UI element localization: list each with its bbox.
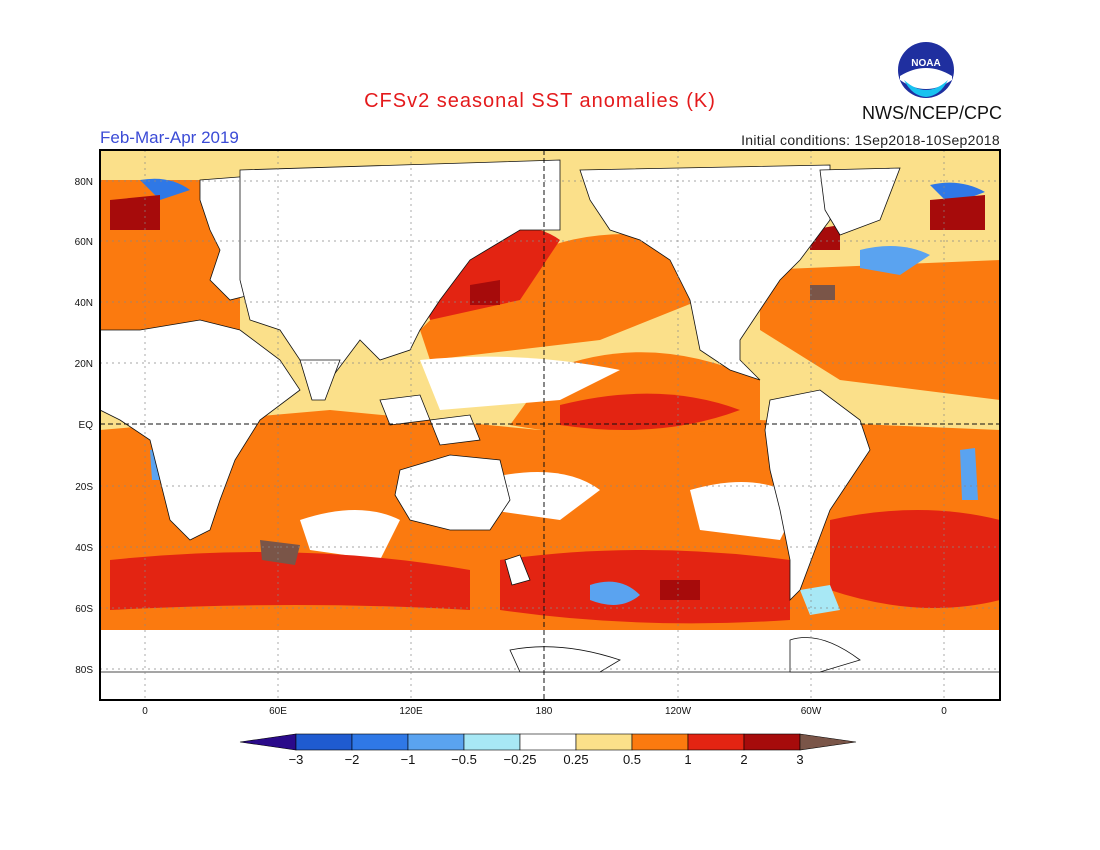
lat-label: 40N bbox=[75, 298, 93, 309]
colorbar-label: −0.5 bbox=[451, 752, 477, 767]
anomaly-field bbox=[100, 150, 1000, 700]
lat-label: 80S bbox=[75, 665, 93, 676]
colorbar-swatch bbox=[407, 733, 465, 751]
colorbar-min-arrow bbox=[239, 733, 297, 751]
lat-label: 20S bbox=[75, 482, 93, 493]
landmass-group bbox=[100, 159, 1000, 700]
lon-label: 0 bbox=[941, 706, 947, 717]
lat-axis: 80N 60N 40N 20N EQ 20S 40S 60S 80S bbox=[75, 177, 94, 676]
lat-label: 80N bbox=[75, 177, 93, 188]
colorbar-swatch bbox=[519, 733, 577, 751]
colorbar-swatch bbox=[295, 733, 353, 751]
gridlines bbox=[100, 150, 1000, 700]
lon-axis: 0 60E 120E 180 120W 60W 0 bbox=[142, 706, 947, 717]
colorbar-label: 0.5 bbox=[623, 752, 641, 767]
lat-label: 40S bbox=[75, 543, 93, 554]
colorbar-label: 1 bbox=[684, 752, 691, 767]
lat-label: 60S bbox=[75, 604, 93, 615]
colorbar-swatch bbox=[463, 733, 521, 751]
lat-label: 20N bbox=[75, 359, 93, 370]
lon-label: 120W bbox=[665, 706, 692, 717]
colorbar-label: −2 bbox=[345, 752, 360, 767]
map-title: CFSv2 seasonal SST anomalies (K) bbox=[364, 90, 716, 112]
colorbar-label: 3 bbox=[796, 752, 803, 767]
colorbar-swatch bbox=[631, 733, 689, 751]
colorbar-swatch bbox=[351, 733, 409, 751]
colorbar-swatch bbox=[575, 733, 633, 751]
lat-label: 60N bbox=[75, 237, 93, 248]
colorbar-label: −0.25 bbox=[504, 752, 537, 767]
colorbar-swatch bbox=[743, 733, 801, 751]
colorbar-label: 0.25 bbox=[563, 752, 588, 767]
forecast-period: Feb-Mar-Apr 2019 bbox=[100, 128, 239, 147]
colorbar-swatch bbox=[687, 733, 745, 751]
lon-label: 0 bbox=[142, 706, 148, 717]
agency-label: NWS/NCEP/CPC bbox=[861, 103, 1002, 123]
lat-label: EQ bbox=[79, 420, 94, 431]
lon-label: 60W bbox=[801, 706, 822, 717]
colorbar-label: −1 bbox=[401, 752, 416, 767]
equator-dateline bbox=[100, 150, 1000, 700]
colorbar-label: 2 bbox=[740, 752, 747, 767]
lon-label: 60E bbox=[269, 706, 287, 717]
colorbar-label: −3 bbox=[289, 752, 304, 767]
map-frame bbox=[99, 149, 1001, 701]
colorbar: −3 −2 −1 −0.5 −0.25 0.25 0.5 1 2 3 bbox=[239, 733, 857, 767]
colorbar-max-arrow bbox=[799, 733, 857, 751]
lon-label: 120E bbox=[399, 706, 423, 717]
noaa-logo-icon: NOAA bbox=[898, 42, 954, 98]
logo-text: NOAA bbox=[911, 58, 940, 69]
lon-label: 180 bbox=[536, 706, 553, 717]
initial-conditions: Initial conditions: 1Sep2018-10Sep2018 bbox=[741, 132, 1000, 148]
